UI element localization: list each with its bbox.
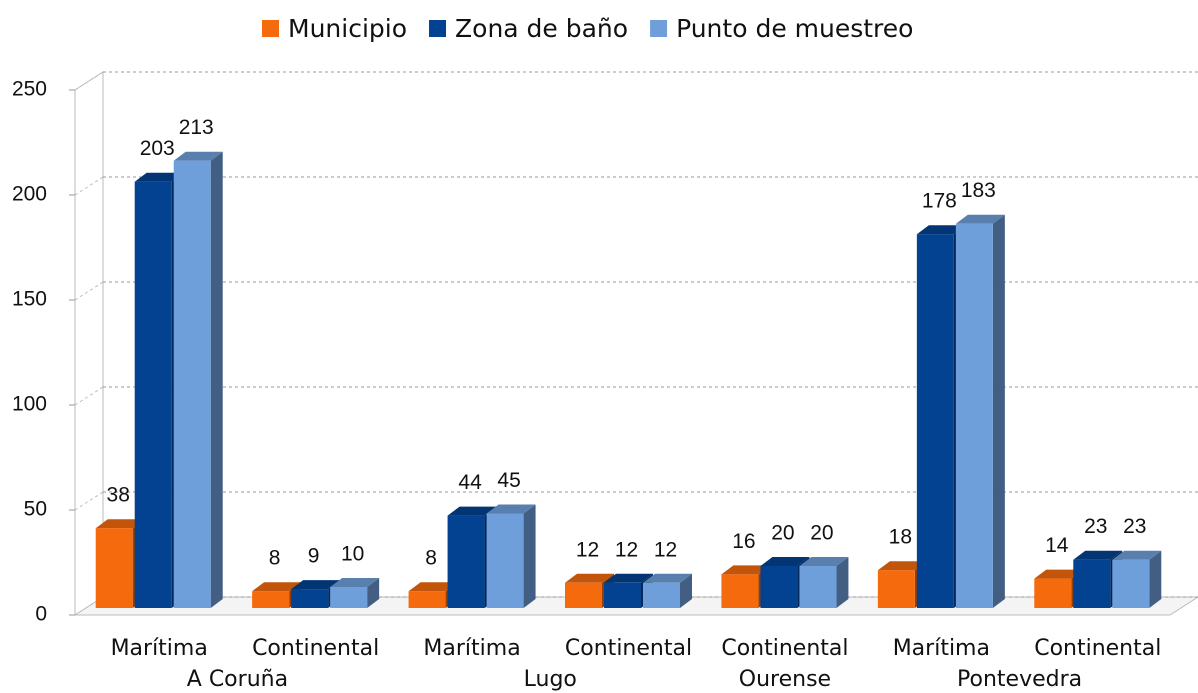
bar-top bbox=[799, 557, 849, 566]
bar-side bbox=[836, 557, 849, 608]
bar bbox=[408, 591, 446, 608]
legend-swatch bbox=[262, 20, 279, 37]
legend-label: Zona de baño bbox=[455, 14, 628, 43]
value-label: 12 bbox=[654, 538, 677, 561]
bar-top bbox=[1073, 550, 1123, 560]
bar bbox=[565, 582, 602, 608]
bar bbox=[330, 587, 368, 608]
bar bbox=[252, 591, 290, 608]
bar-top bbox=[252, 582, 302, 592]
value-label: 20 bbox=[810, 522, 833, 545]
value-label: 10 bbox=[341, 543, 364, 566]
bar-side bbox=[210, 151, 223, 608]
legend-label: Municipio bbox=[288, 14, 407, 43]
bar bbox=[760, 566, 798, 608]
bar bbox=[955, 223, 993, 608]
value-label: 16 bbox=[732, 530, 755, 553]
value-label: 213 bbox=[179, 116, 214, 139]
bar-top bbox=[95, 519, 145, 529]
x-tick-label: Continental bbox=[721, 636, 848, 661]
value-label: 20 bbox=[771, 522, 794, 545]
bar-top bbox=[565, 573, 614, 583]
bar-side bbox=[367, 578, 380, 608]
bar bbox=[916, 234, 954, 608]
bar-top bbox=[173, 151, 223, 161]
legend-label: Punto de muestreo bbox=[676, 14, 913, 43]
grid-side bbox=[74, 386, 104, 406]
bar bbox=[721, 574, 759, 608]
bar bbox=[1073, 559, 1111, 608]
group-label: Ourense bbox=[739, 667, 831, 692]
grid-side bbox=[74, 281, 104, 301]
x-tick-label: Continental bbox=[252, 636, 379, 661]
bar-top bbox=[955, 214, 1005, 224]
bar bbox=[1112, 559, 1150, 608]
bar-top bbox=[916, 225, 966, 235]
bar-top bbox=[1034, 569, 1084, 579]
bar-top bbox=[330, 578, 380, 587]
x-tick-label: Marítima bbox=[111, 636, 208, 661]
bar-top bbox=[486, 504, 536, 514]
bar bbox=[447, 515, 485, 608]
bar-side bbox=[992, 214, 1005, 608]
value-label: 23 bbox=[1123, 515, 1146, 538]
back-wall bbox=[74, 71, 104, 615]
bar bbox=[643, 582, 680, 608]
bar-top bbox=[408, 582, 458, 592]
y-tick-label: 200 bbox=[12, 183, 47, 206]
value-label: 183 bbox=[961, 179, 996, 202]
bar bbox=[291, 589, 329, 608]
bar bbox=[877, 570, 915, 608]
y-tick-label: 100 bbox=[12, 393, 47, 416]
value-label: 18 bbox=[889, 526, 912, 549]
grid-side bbox=[74, 491, 104, 511]
value-label: 8 bbox=[425, 547, 437, 570]
bar-top bbox=[760, 557, 810, 566]
bar bbox=[95, 528, 133, 608]
y-tick-label: 50 bbox=[24, 498, 47, 521]
value-label: 38 bbox=[107, 484, 130, 507]
bar bbox=[486, 513, 524, 608]
value-label: 12 bbox=[576, 538, 599, 561]
bar-side bbox=[680, 573, 692, 608]
bar-top bbox=[877, 561, 927, 571]
value-label: 9 bbox=[308, 545, 320, 568]
value-label: 14 bbox=[1045, 534, 1069, 557]
bar bbox=[799, 566, 837, 608]
x-tick-label: Marítima bbox=[423, 636, 520, 661]
grid-side bbox=[74, 176, 104, 196]
bar-top bbox=[721, 565, 771, 575]
y-tick-label: 150 bbox=[12, 288, 47, 311]
bar bbox=[1034, 578, 1072, 608]
value-label: 12 bbox=[615, 538, 638, 561]
bar-top bbox=[447, 506, 497, 516]
group-label: Lugo bbox=[524, 667, 577, 692]
value-label: 203 bbox=[140, 137, 175, 160]
x-tick-label: Marítima bbox=[893, 636, 990, 661]
value-label: 23 bbox=[1084, 515, 1107, 538]
bar-top bbox=[643, 573, 692, 583]
legend-swatch bbox=[650, 20, 668, 37]
bar-side bbox=[1149, 550, 1162, 608]
value-label: 8 bbox=[269, 547, 281, 570]
value-label: 44 bbox=[458, 471, 482, 494]
bar-side bbox=[523, 504, 536, 608]
bar bbox=[604, 582, 641, 608]
bar-top bbox=[291, 580, 341, 590]
bar-top bbox=[134, 172, 184, 182]
x-tick-label: Continental bbox=[565, 636, 692, 661]
value-label: 45 bbox=[497, 469, 520, 492]
group-label: Pontevedra bbox=[957, 667, 1082, 692]
x-tick-label: Continental bbox=[1034, 636, 1161, 661]
y-tick-label: 250 bbox=[12, 78, 47, 101]
value-label: 178 bbox=[922, 190, 957, 213]
bar bbox=[134, 181, 172, 608]
legend-swatch bbox=[429, 20, 447, 37]
y-tick-label: 0 bbox=[35, 603, 47, 626]
bar-top bbox=[1112, 550, 1162, 560]
group-label: A Coruña bbox=[187, 667, 288, 692]
bar bbox=[173, 160, 211, 608]
bar-top bbox=[604, 573, 653, 583]
